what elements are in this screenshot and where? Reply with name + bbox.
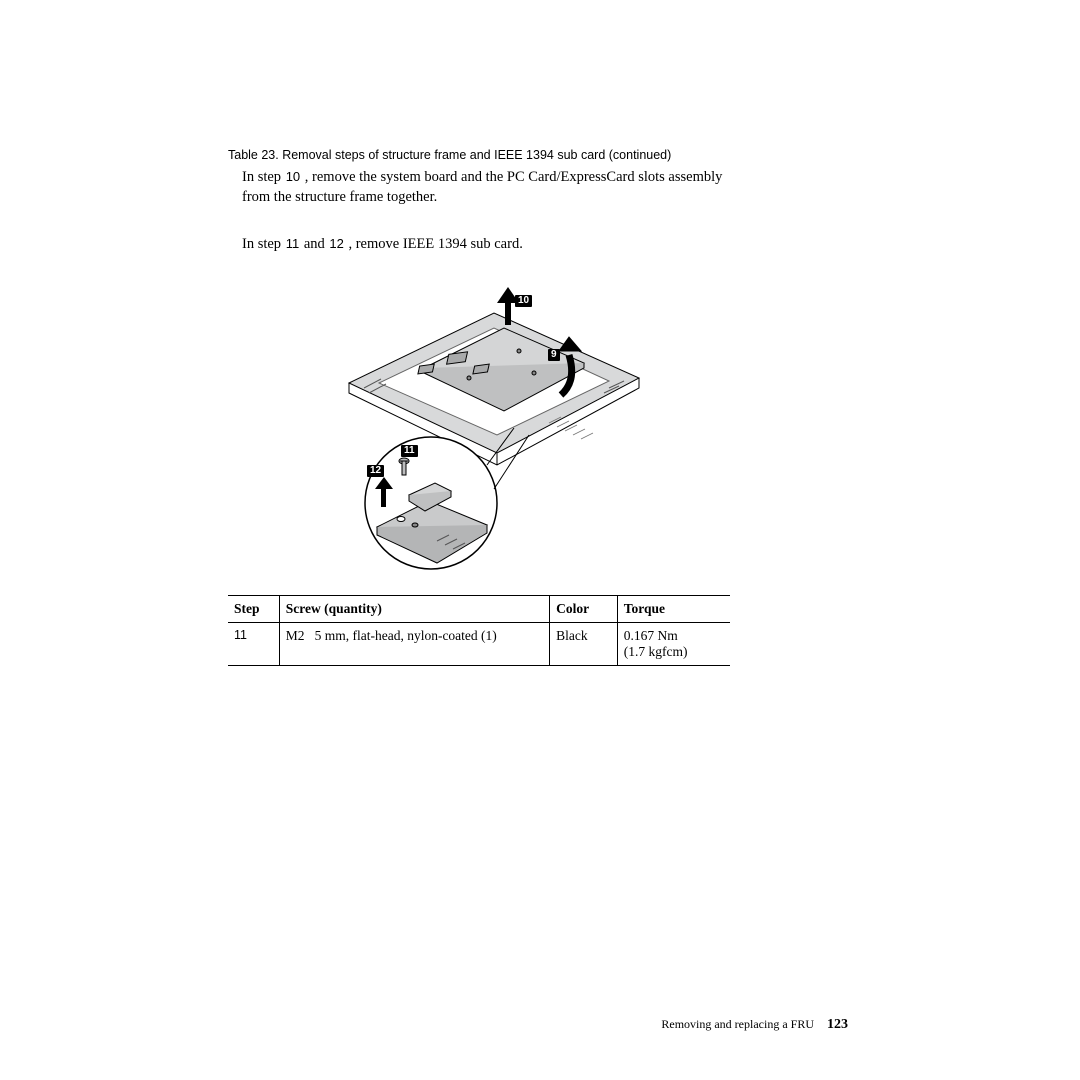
callout-11: 11 — [401, 445, 418, 457]
footer-text: Removing and replacing a FRU — [661, 1017, 814, 1031]
structure-frame-svg — [309, 273, 649, 573]
table-row: 11 M2 5 mm, flat-head, nylon-coated (1) … — [228, 622, 730, 665]
cell-color: Black — [550, 622, 618, 665]
text: and — [300, 236, 328, 252]
instruction-paragraph-1: In step 10 , remove the system board and… — [228, 168, 730, 207]
col-screw: Screw (quantity) — [279, 595, 549, 622]
cell-torque: 0.167 Nm (1.7 kgfcm) — [617, 622, 730, 665]
cell-step: 11 — [228, 622, 279, 665]
text: In step — [242, 236, 285, 252]
text: In step — [242, 169, 285, 185]
step-ref-11: 11 — [285, 235, 301, 253]
page-footer: Removing and replacing a FRU 123 — [661, 1017, 848, 1033]
instruction-paragraph-2: In step 11 and 12 , remove IEEE 1394 sub… — [228, 235, 730, 255]
page-number: 123 — [827, 1017, 848, 1032]
cell-screw: M2 5 mm, flat-head, nylon-coated (1) — [279, 622, 549, 665]
callout-9: 9 — [548, 349, 560, 361]
callout-12: 12 — [367, 465, 384, 477]
table-caption: Table 23. Removal steps of structure fra… — [228, 148, 730, 162]
page-content: Table 23. Removal steps of structure fra… — [228, 148, 730, 666]
step-ref-10: 10 — [285, 168, 301, 186]
callout-10: 10 — [515, 295, 532, 307]
col-torque: Torque — [617, 595, 730, 622]
torque-line1: 0.167 Nm — [624, 628, 678, 643]
exploded-diagram: 10 9 11 12 — [309, 273, 649, 573]
diagram-container: 10 9 11 12 — [228, 273, 730, 573]
table-header-row: Step Screw (quantity) Color Torque — [228, 595, 730, 622]
text: , remove IEEE 1394 sub card. — [345, 236, 523, 252]
torque-line2: (1.7 kgfcm) — [624, 644, 688, 659]
col-color: Color — [550, 595, 618, 622]
col-step: Step — [228, 595, 279, 622]
step-ref-12: 12 — [328, 235, 344, 253]
text: , remove the system board and the PC Car… — [242, 169, 722, 205]
screw-table: Step Screw (quantity) Color Torque 11 M2… — [228, 595, 730, 666]
